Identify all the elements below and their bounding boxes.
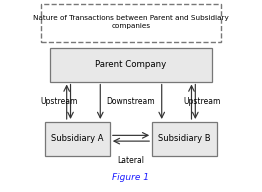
Text: Figure 1: Figure 1 (112, 173, 150, 182)
FancyBboxPatch shape (50, 48, 212, 82)
FancyBboxPatch shape (45, 122, 110, 156)
Text: Downstream: Downstream (107, 97, 155, 106)
Text: Nature of Transactions between Parent and Subsidiary
companies: Nature of Transactions between Parent an… (33, 15, 229, 29)
Text: Upstream: Upstream (184, 97, 221, 106)
Text: Subsidiary B: Subsidiary B (159, 134, 211, 143)
FancyBboxPatch shape (41, 4, 221, 42)
Text: Parent Company: Parent Company (95, 60, 167, 69)
Text: Upstream: Upstream (41, 97, 78, 106)
FancyBboxPatch shape (152, 122, 217, 156)
Text: Lateral: Lateral (117, 156, 145, 165)
Text: Subsidiary A: Subsidiary A (51, 134, 103, 143)
